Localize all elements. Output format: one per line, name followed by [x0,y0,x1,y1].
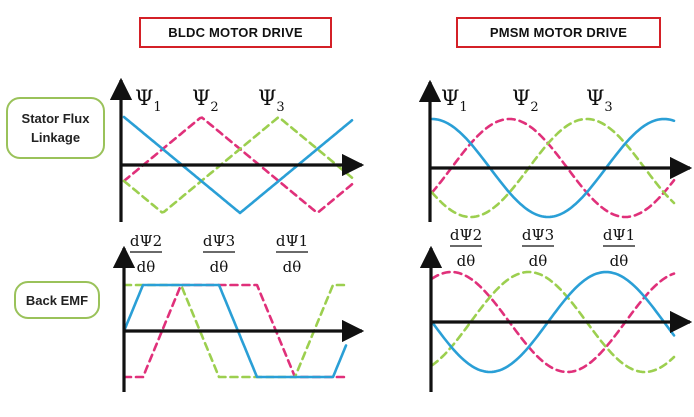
pmsm-emf-phase-2 [430,270,676,374]
pmsm-flux-phase-3 [430,117,676,219]
psi-1-label: Ψ1 [135,86,162,115]
psi-1-label: Ψ1 [441,86,468,115]
stator-flux-label: Stator Flux Linkage [6,97,105,159]
emf-numerator-2: dΨ3 [522,226,554,244]
bldc-flux-phase-1 [122,115,354,215]
psi-2-label: Ψ2 [192,86,219,115]
psi-3-label: Ψ3 [586,86,613,115]
stator-flux-label-line2: Linkage [30,130,81,145]
psi-2-label: Ψ2 [512,86,539,115]
pmsm-emf-phase-3 [430,270,676,374]
pmsm-flux-phase-1 [430,117,676,219]
emf-numerator-2: dΨ3 [203,232,235,250]
bldc-emf-phase-1 [122,283,348,379]
emf-numerator-3: dΨ1 [276,232,308,250]
back-emf-label-text: Back EMF [25,292,89,308]
emf-numerator-1: dΨ2 [130,232,162,250]
emf-numerator-1: dΨ2 [450,226,482,244]
plot-axes [109,77,693,392]
stator-flux-label-line1: Stator Flux [21,111,90,126]
waveform-labels: Ψ1 Ψ2 Ψ3 Ψ1 Ψ2 Ψ3 dΨ2 dθ dΨ3 dθ dΨ1 dθ dΨ2 dθ dΨ3 dθ dΨ1… [130,86,635,276]
pmsm-emf-phase-1 [430,270,676,374]
emf-denominator-2: dθ [210,258,229,276]
bldc-title-text: BLDC MOTOR DRIVE [168,25,303,40]
psi-3-label: Ψ3 [258,86,285,115]
emf-denominator-2: dθ [529,252,548,270]
pmsm-flux-phase-2 [430,117,676,219]
emf-numerator-3: dΨ1 [603,226,635,244]
back-emf-label: Back EMF [14,281,100,319]
emf-denominator-1: dθ [137,258,156,276]
emf-denominator-1: dθ [457,252,476,270]
pmsm-title: PMSM MOTOR DRIVE [456,17,661,48]
emf-denominator-3: dθ [610,252,629,270]
bldc-title: BLDC MOTOR DRIVE [139,17,332,48]
pmsm-title-text: PMSM MOTOR DRIVE [489,25,628,40]
emf-denominator-3: dθ [283,258,302,276]
waveform-curves [122,115,676,379]
bldc-flux-phase-2 [122,116,354,214]
